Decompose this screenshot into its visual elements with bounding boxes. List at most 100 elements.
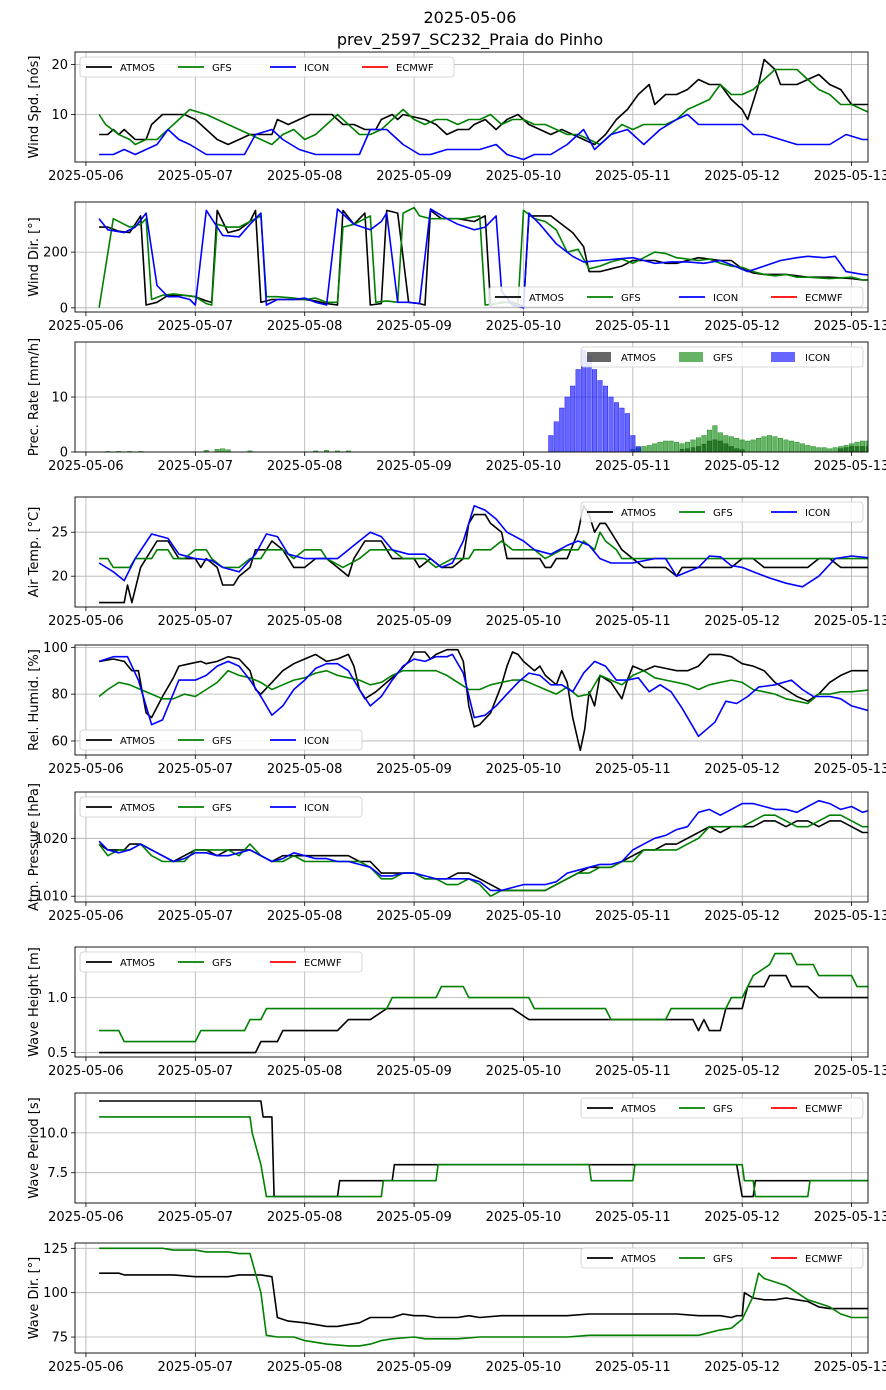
axes-frame [74, 201, 869, 313]
axes-frame [74, 496, 869, 608]
bar-icon [630, 435, 636, 452]
x-tick-label: 2025-05-09 [376, 459, 452, 474]
x-tick-label: 2025-05-13 [814, 909, 886, 924]
legend-label-ecmwf: ECMWF [805, 1254, 843, 1265]
series-line-icon [98, 799, 868, 892]
x-tick-label: 2025-05-06 [48, 614, 124, 629]
series-line-gfs [98, 669, 868, 705]
bar-gfs [668, 440, 674, 452]
x-tick-label: 2025-05-09 [376, 1360, 452, 1375]
x-tick-label: 2025-05-11 [595, 1360, 671, 1375]
chart-panel-0: 2025-05-06 2025-05-07 2025-05-08 2025-05-09… [27, 51, 886, 184]
legend: ATMOS GFS ICON ECMWF [488, 286, 864, 308]
chart-panel-5: 2025-05-06 2025-05-07 2025-05-08 2025-05-09… [27, 783, 886, 924]
legend: ATMOS GFS ICON [580, 346, 864, 368]
series-line-atmos [99, 1272, 868, 1328]
bar-icon [564, 396, 570, 452]
y-tick-label: 0 [60, 446, 68, 461]
bar-gfs [838, 446, 844, 452]
bar-gfs [794, 441, 800, 452]
legend-label-atmos: ATMOS [120, 803, 155, 814]
x-tick-label: 2025-05-10 [486, 762, 562, 777]
x-tick-label: 2025-05-10 [486, 909, 562, 924]
bar-icon [635, 446, 641, 452]
bar-gfs [778, 438, 783, 452]
series-line-atmos [99, 1100, 868, 1198]
x-tick-label: 2025-05-09 [376, 762, 452, 777]
bar-gfs [734, 438, 740, 452]
x-tick-label: 2025-05-09 [376, 614, 452, 629]
x-tick-label: 2025-05-06 [48, 319, 124, 334]
x-tick-label: 2025-05-11 [595, 169, 671, 184]
bar-gfs [860, 440, 866, 452]
bar-icon [559, 407, 565, 452]
bar-icon [586, 355, 592, 452]
x-tick-label: 2025-05-07 [158, 614, 234, 629]
x-tick-label: 2025-05-07 [158, 459, 234, 474]
legend-label-gfs: GFS [212, 803, 232, 814]
x-tick-label: 2025-05-12 [704, 319, 780, 334]
panels-group: 2025-05-06 2025-05-07 2025-05-08 2025-05-09… [27, 51, 886, 1375]
y-tick-label: 100 [43, 641, 68, 656]
series-line-gfs [99, 1247, 868, 1347]
legend-label-gfs: GFS [212, 736, 232, 747]
y-tick-label: 200 [43, 246, 68, 261]
legend-label-ecmwf: ECMWF [805, 293, 843, 304]
x-tick-label: 2025-05-06 [48, 1360, 124, 1375]
x-tick-label: 2025-05-06 [48, 762, 124, 777]
x-tick-label: 2025-05-12 [704, 909, 780, 924]
y-tick-label: 10.0 [39, 1126, 68, 1141]
bar-gfs [854, 441, 860, 452]
plot-area [99, 1100, 868, 1198]
y-axis-label: Wind Dir. [°] [27, 217, 42, 297]
legend-box [580, 1247, 864, 1269]
legend: ATMOS GFS ICON [580, 501, 864, 523]
y-tick-label: 1010 [35, 890, 68, 905]
x-tick-label: 2025-05-09 [376, 909, 452, 924]
y-axis-label: Rel. Humid. [%] [27, 649, 42, 751]
plot-area [98, 505, 868, 604]
bar-gfs [788, 440, 794, 452]
x-tick-label: 2025-05-07 [158, 1360, 234, 1375]
legend: ATMOS GFS ICON ECMWF [79, 56, 455, 78]
y-tick-label: 7.5 [47, 1166, 68, 1181]
y-axis-label: Air Temp. [°C] [27, 507, 42, 598]
chart-panel-3: 2025-05-06 2025-05-07 2025-05-08 2025-05-09… [27, 496, 886, 629]
series-line-icon [98, 653, 868, 738]
y-tick-label: 0.5 [47, 1046, 68, 1061]
plot-area [105, 350, 876, 453]
axes-frame [74, 1242, 869, 1354]
bar-gfs [750, 439, 756, 452]
bar-icon [624, 413, 630, 452]
plot-area [98, 58, 868, 161]
axes-frame [74, 791, 869, 903]
bar-atmos [871, 447, 876, 453]
legend-label-gfs: GFS [713, 1254, 733, 1265]
legend-label-icon: ICON [713, 293, 738, 304]
legend-box [580, 501, 864, 523]
axes-frame [74, 51, 869, 163]
x-tick-label: 2025-05-07 [158, 319, 234, 334]
bar-icon [613, 402, 619, 452]
x-tick-label: 2025-05-11 [595, 319, 671, 334]
chart-panel-1: 2025-05-06 2025-05-07 2025-05-08 2025-05-09… [27, 201, 886, 334]
bar-gfs [695, 437, 701, 452]
legend-box [580, 1097, 864, 1119]
plot-area [98, 799, 868, 897]
bar-gfs [799, 443, 805, 452]
y-axis-label: Atm. Pressure [hPa] [27, 783, 42, 911]
y-tick-label: 10 [51, 108, 68, 123]
bar-gfs [652, 443, 658, 452]
bar-gfs [674, 441, 680, 452]
bar-gfs [783, 439, 789, 452]
legend-label-ecmwf: ECMWF [304, 958, 342, 969]
x-tick-label: 2025-05-07 [158, 169, 234, 184]
legend: ATMOS GFS ECMWF [580, 1247, 864, 1269]
legend-label-icon: ICON [304, 736, 329, 747]
chart-panel-6: 2025-05-06 2025-05-07 2025-05-08 2025-05-09… [27, 946, 886, 1079]
legend: ATMOS GFS ICON [79, 729, 363, 751]
x-tick-label: 2025-05-12 [704, 1360, 780, 1375]
x-tick-label: 2025-05-12 [704, 762, 780, 777]
bar-gfs [641, 446, 647, 452]
series-line-atmos [98, 648, 868, 752]
